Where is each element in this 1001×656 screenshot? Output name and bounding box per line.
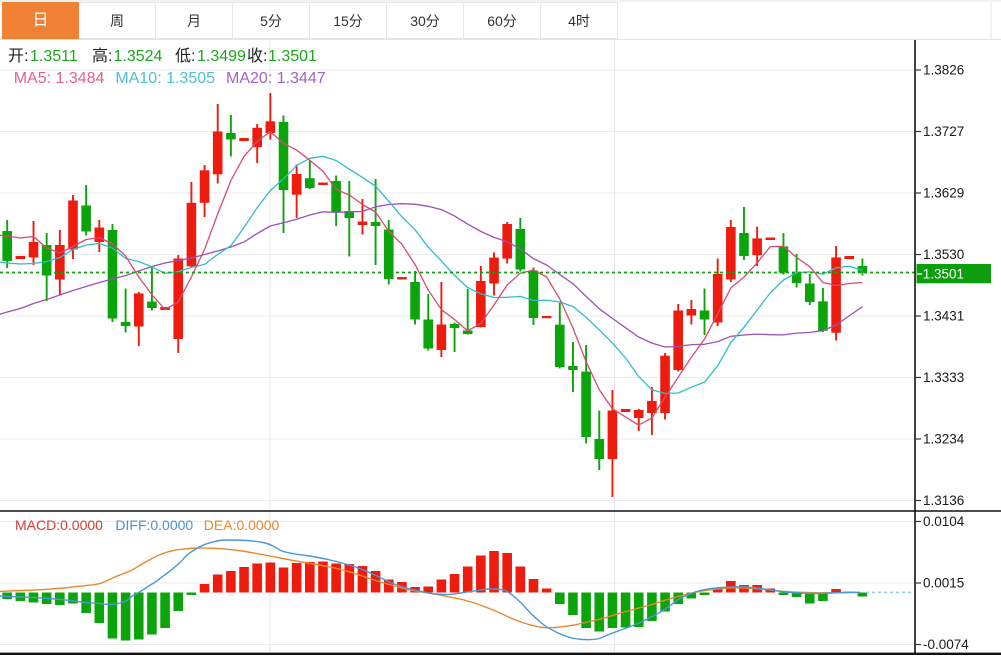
svg-text:1.3333: 1.3333	[923, 370, 964, 385]
svg-text:MA10: 1.3505: MA10: 1.3505	[115, 70, 215, 87]
svg-text:开:: 开:	[8, 48, 28, 65]
svg-text:1.3530: 1.3530	[923, 247, 964, 262]
svg-text:-0.0074: -0.0074	[923, 637, 969, 652]
svg-text:0.0015: 0.0015	[923, 576, 964, 591]
svg-text:1.3499: 1.3499	[197, 48, 246, 65]
svg-text:1.3136: 1.3136	[923, 493, 964, 508]
svg-text:1.3629: 1.3629	[923, 186, 964, 201]
svg-text:DIFF:0.0000: DIFF:0.0000	[115, 517, 193, 533]
svg-text:1.3511: 1.3511	[30, 48, 78, 65]
svg-text:1.3501: 1.3501	[268, 48, 317, 65]
svg-text:1.3234: 1.3234	[923, 432, 965, 447]
svg-text:1.3501: 1.3501	[923, 267, 964, 282]
svg-text:低:: 低:	[175, 47, 195, 65]
svg-text:MA20: 1.3447: MA20: 1.3447	[226, 70, 326, 87]
svg-text:收:: 收:	[247, 47, 267, 65]
svg-text:1.3431: 1.3431	[923, 309, 964, 324]
svg-text:1.3826: 1.3826	[923, 63, 964, 78]
svg-text:1.3727: 1.3727	[923, 124, 964, 139]
svg-text:DEA:0.0000: DEA:0.0000	[204, 517, 280, 533]
svg-text:1.3524: 1.3524	[114, 48, 163, 65]
svg-text:0.0104: 0.0104	[923, 514, 965, 529]
svg-text:MACD:0.0000: MACD:0.0000	[15, 517, 103, 533]
svg-text:高:: 高:	[92, 47, 112, 65]
svg-text:MA5: 1.3484: MA5: 1.3484	[14, 70, 105, 87]
